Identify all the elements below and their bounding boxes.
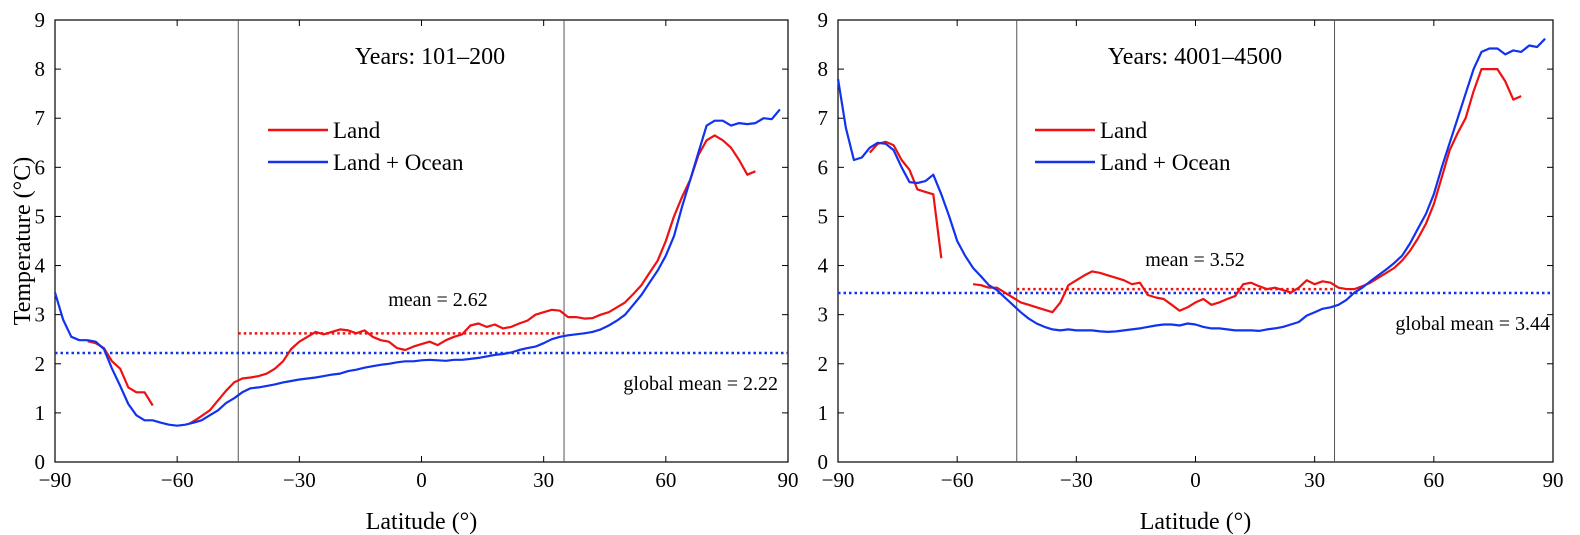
x-tick-label: −90 [822,468,855,492]
plot-frame-1 [54,19,789,463]
x-tick-label: −90 [39,468,72,492]
y-tick-label: 6 [35,155,46,179]
series-line-land-ocean [53,108,781,427]
y-tick-label: 3 [35,303,46,327]
y-tick-label: 9 [818,8,829,32]
y-tick-label: 7 [818,106,829,130]
series-line-land [868,140,943,259]
panel-title: Years: 101–200 [355,44,505,70]
x-axis-label: Latitude (°) [1140,509,1252,535]
series-line-land-ocean [836,37,1546,333]
y-tick-label: 4 [35,254,46,278]
x-tick-label: 90 [1543,468,1564,492]
legend-label: Land [333,118,381,143]
x-tick-label: 60 [655,468,676,492]
x-tick-label: 30 [533,468,554,492]
y-tick-label: 1 [35,401,46,425]
y-tick-label: 7 [35,106,46,130]
y-tick-label: 5 [818,204,829,228]
x-tick-label: −60 [941,468,974,492]
y-tick-label: 1 [818,401,829,425]
y-tick-label: 6 [818,155,829,179]
series-line-land [972,67,1522,314]
y-tick-label: 4 [818,254,829,278]
y-tick-label: 8 [35,57,46,81]
y-tick-label: 2 [35,352,46,376]
mean-annotation: mean = 2.62 [388,289,488,311]
y-tick-label: 2 [818,352,829,376]
x-tick-label: −30 [283,468,316,492]
series-line-land [87,340,154,407]
x-tick-label: 90 [778,468,799,492]
x-tick-label: 60 [1423,468,1444,492]
legend-label: Land + Ocean [1100,150,1231,175]
x-tick-label: 30 [1304,468,1325,492]
plot-frame-2 [837,19,1554,463]
global-mean-annotation: global mean = 2.22 [623,373,778,395]
y-tick-label: 5 [35,204,46,228]
mean-annotation: mean = 3.52 [1145,249,1245,271]
series-line-land [188,134,756,425]
x-tick-label: −60 [161,468,194,492]
legend-label: Land [1100,118,1148,143]
y-tick-label: 0 [818,450,829,474]
global-mean-annotation: global mean = 3.44 [1395,313,1550,335]
y-tick-label: 3 [818,303,829,327]
x-tick-label: 0 [1190,468,1201,492]
y-tick-label: 0 [35,450,46,474]
panel-title: Years: 4001–4500 [1108,44,1282,70]
x-tick-label: −30 [1060,468,1093,492]
x-axis-label: Latitude (°) [366,509,478,535]
x-tick-label: 0 [416,468,427,492]
y-tick-label: 9 [35,8,46,32]
legend-label: Land + Ocean [333,150,464,175]
y-axis-label: Temperature (°C) [10,157,36,326]
y-tick-label: 8 [818,57,829,81]
